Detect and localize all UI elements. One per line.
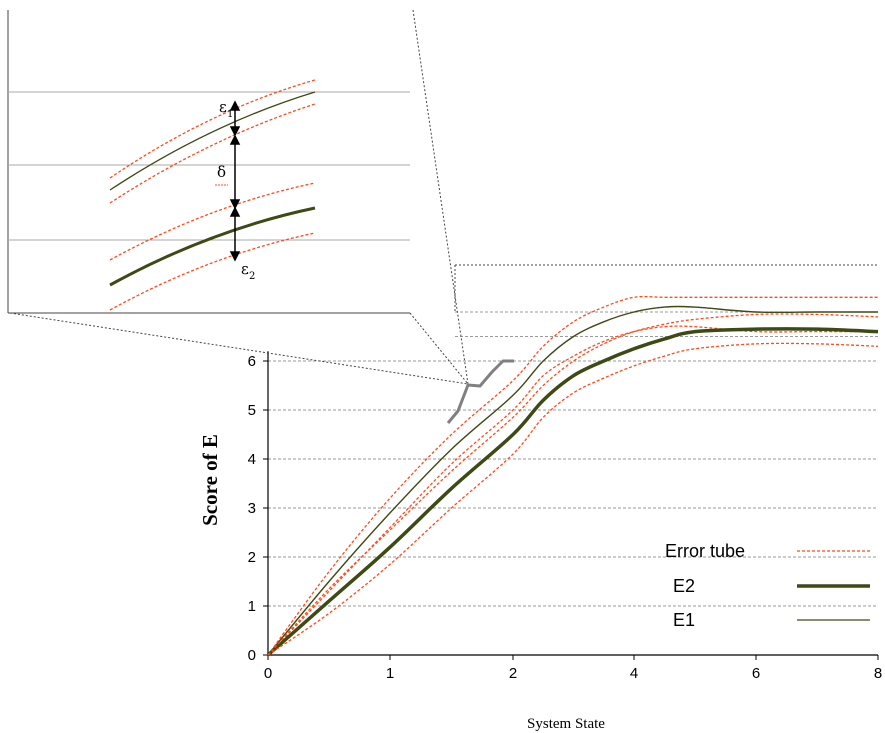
main-gridlines [268, 311, 878, 607]
delta-label: δ [217, 163, 226, 181]
series-line-e1 [267, 305, 878, 656]
x-tick-label: 2 [509, 665, 517, 682]
x-tick-label: 1 [386, 665, 394, 682]
series-line-e2-lower-error [267, 342, 879, 656]
series-line-e2-upper-error [267, 313, 879, 656]
zoom-line-top [412, 9, 469, 385]
inset-e1-lower-error [109, 103, 316, 204]
epsilon1-label: ε [219, 98, 227, 116]
inset-arrows [229, 100, 241, 262]
inset-e1-upper-error [109, 79, 316, 179]
legend-label-error-tube: Error tube [665, 541, 745, 561]
tick-labels: 0 1 2 4 6 8 0 1 2 3 4 5 6 [248, 353, 883, 682]
epsilon2-label: ε [241, 260, 249, 278]
y-axis-label: Score of E [198, 434, 222, 526]
y-tick-label: 1 [248, 598, 256, 615]
x-tick-label: 4 [630, 665, 638, 682]
inset-e2-upper-error [109, 182, 316, 261]
x-tick-label: 8 [874, 665, 882, 682]
x-tick-label: 0 [264, 665, 272, 682]
inset-e2-lower-error [109, 232, 316, 311]
y-tick-label: 2 [248, 549, 256, 566]
y-tick-label: 4 [248, 451, 256, 468]
epsilon2-subscript: 2 [249, 271, 255, 282]
main-series [266, 295, 879, 657]
series-line-e2 [266, 327, 879, 657]
epsilon2-arrowhead-up [229, 206, 241, 217]
inset-panel: ε 1 δ ε 2 [7, 10, 410, 314]
x-axis-label: System State [527, 716, 605, 732]
y-tick-label: 0 [248, 647, 256, 664]
epsilon2-arrowhead-down [229, 251, 241, 262]
delta-arrowhead-down [229, 199, 241, 210]
legend-label-e1: E1 [673, 610, 695, 630]
legend: Error tube E2 E1 [665, 541, 870, 630]
x-tick-label: 6 [752, 665, 760, 682]
zoom-line-right [409, 312, 469, 385]
y-tick-label: 3 [248, 500, 256, 517]
epsilon1-subscript: 1 [227, 109, 233, 120]
zoom-brace [446, 359, 514, 424]
zoom-projection [9, 9, 878, 385]
inset-e1-curve [109, 91, 316, 191]
inset-e2-curve [109, 206, 316, 287]
series-line-e1-upper-error [267, 295, 878, 656]
epsilon1-arrowhead-down [229, 126, 241, 137]
legend-label-e2: E2 [673, 576, 695, 596]
epsilon1-arrowhead-up [229, 100, 241, 111]
y-tick-label: 6 [248, 353, 256, 370]
y-tick-label: 5 [248, 402, 256, 419]
delta-arrowhead-up [229, 134, 241, 145]
zoom-line-left [9, 312, 469, 385]
main-axes [263, 351, 879, 660]
